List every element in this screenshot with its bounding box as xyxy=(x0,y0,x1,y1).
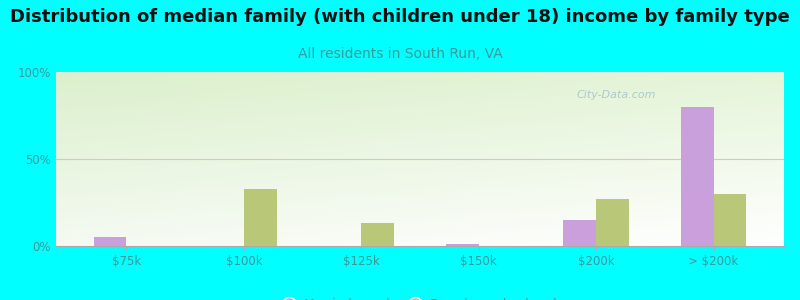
Text: Distribution of median family (with children under 18) income by family type: Distribution of median family (with chil… xyxy=(10,8,790,26)
Bar xyxy=(446,244,478,246)
Bar xyxy=(596,199,629,246)
Bar xyxy=(94,237,126,246)
Legend: Married couple, Female, no husband: Married couple, Female, no husband xyxy=(278,293,562,300)
Bar xyxy=(563,220,596,246)
Text: City-Data.com: City-Data.com xyxy=(577,90,656,100)
Bar xyxy=(681,107,714,246)
Bar xyxy=(714,194,746,246)
Bar xyxy=(244,189,277,246)
Bar xyxy=(362,224,394,246)
Text: All residents in South Run, VA: All residents in South Run, VA xyxy=(298,46,502,61)
